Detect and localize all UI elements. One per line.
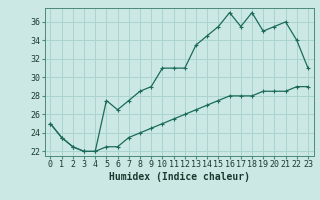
X-axis label: Humidex (Indice chaleur): Humidex (Indice chaleur) bbox=[109, 172, 250, 182]
